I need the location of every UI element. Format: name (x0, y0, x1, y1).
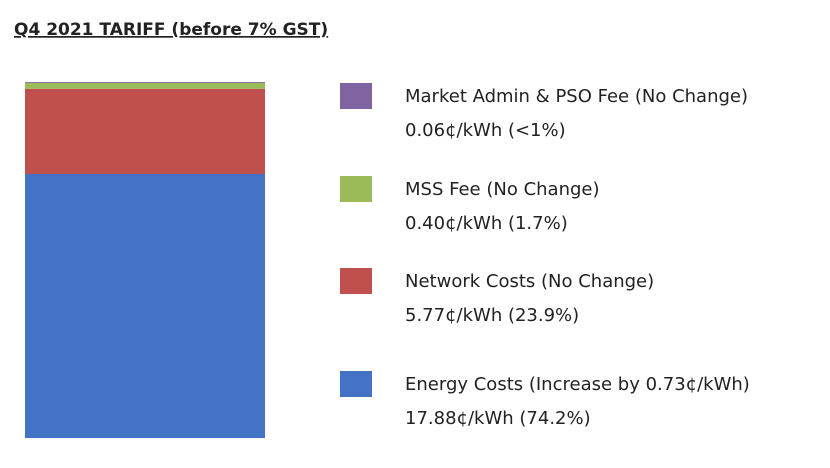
legend-swatch (340, 176, 372, 202)
legend-label: Energy Costs (Increase by 0.73¢/kWh) (405, 374, 750, 395)
legend-label: MSS Fee (No Change) (405, 179, 600, 200)
value-label: 0.06¢/kWh (<1%) (405, 120, 566, 141)
legend-swatch (340, 268, 372, 294)
bar-segment (25, 82, 265, 89)
legend-label: Network Costs (No Change) (405, 271, 654, 292)
bar-segment (25, 88, 265, 174)
legend-swatch (340, 83, 372, 109)
chart-title: Q4 2021 TARIFF (before 7% GST) (14, 20, 328, 40)
bar-segment (25, 82, 265, 83)
value-label: 17.88¢/kWh (74.2%) (405, 408, 591, 429)
bar-segment (25, 173, 265, 438)
value-label: 5.77¢/kWh (23.9%) (405, 305, 579, 326)
legend-swatch (340, 371, 372, 397)
legend-label: Market Admin & PSO Fee (No Change) (405, 86, 748, 107)
value-label: 0.40¢/kWh (1.7%) (405, 213, 568, 234)
